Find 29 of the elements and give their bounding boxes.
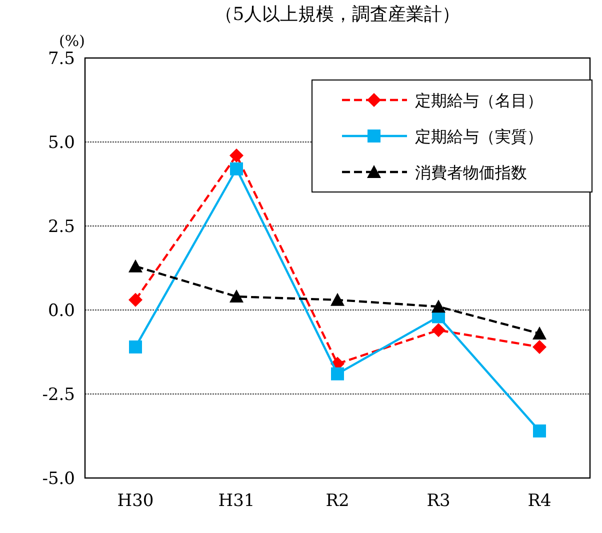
point xyxy=(331,367,344,380)
y-tick-label: 0.0 xyxy=(48,301,75,321)
x-tick-label: R4 xyxy=(528,491,552,511)
x-tick-label: H31 xyxy=(218,491,255,511)
point xyxy=(533,424,546,438)
x-tick-label: R3 xyxy=(426,491,450,511)
x-tick-label: H30 xyxy=(117,491,154,511)
legend-label: 定期給与（実質） xyxy=(415,127,543,146)
point xyxy=(432,323,446,338)
point xyxy=(230,162,243,176)
point xyxy=(532,340,546,354)
point xyxy=(128,292,142,307)
legend-label: 消費者物価指数 xyxy=(415,163,527,182)
point xyxy=(532,326,546,340)
point xyxy=(128,259,142,272)
point xyxy=(230,148,244,162)
y-tick-label: 2.5 xyxy=(48,217,75,237)
point xyxy=(330,292,344,306)
point xyxy=(230,290,244,303)
y-tick-label: 5.0 xyxy=(48,133,75,153)
point xyxy=(129,340,142,354)
x-tick-label: R2 xyxy=(326,491,350,511)
point xyxy=(432,300,446,313)
y-tick-label: 7.5 xyxy=(48,49,75,69)
chart-subtitle: （5人以上規模，調査産業計） xyxy=(214,4,460,25)
y-tick-label: -5.0 xyxy=(42,469,75,489)
y-tick-label: -2.5 xyxy=(42,385,75,405)
legend-label: 定期給与（名目） xyxy=(415,91,543,110)
y-axis-title: (%) xyxy=(59,32,85,50)
